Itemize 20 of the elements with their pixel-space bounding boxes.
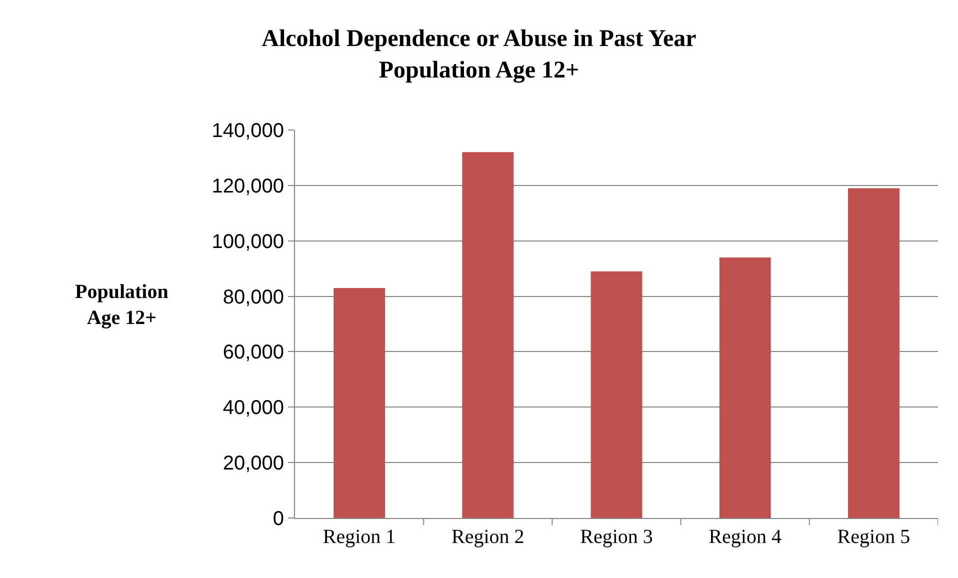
x-tick-label: Region 3 xyxy=(580,526,653,548)
bar xyxy=(590,271,642,518)
x-tick-label: Region 5 xyxy=(837,526,910,548)
bar xyxy=(462,152,514,518)
y-tick-label: 40,000 xyxy=(222,397,284,420)
x-tick-label: Region 4 xyxy=(708,526,782,548)
y-tick-label: 80,000 xyxy=(222,286,284,308)
y-tick-label: 100,000 xyxy=(212,230,284,253)
y-axis-title: Population Age 12+ xyxy=(75,281,168,329)
y-tick-label: 20,000 xyxy=(222,452,284,475)
y-tick-label: 120,000 xyxy=(212,175,284,198)
x-tick-label: Region 2 xyxy=(452,526,524,548)
bar xyxy=(719,257,771,518)
y-tick-label: 140,000 xyxy=(212,120,284,142)
y-tick-label: 60,000 xyxy=(222,342,284,364)
x-tick-label: Region 1 xyxy=(322,526,396,548)
bar xyxy=(334,288,386,518)
y-tick-label: 0 xyxy=(272,508,284,530)
bar xyxy=(848,188,900,518)
chart-title: Alcohol Dependence or Abuse in Past Year Population Age 12+ xyxy=(262,26,697,84)
